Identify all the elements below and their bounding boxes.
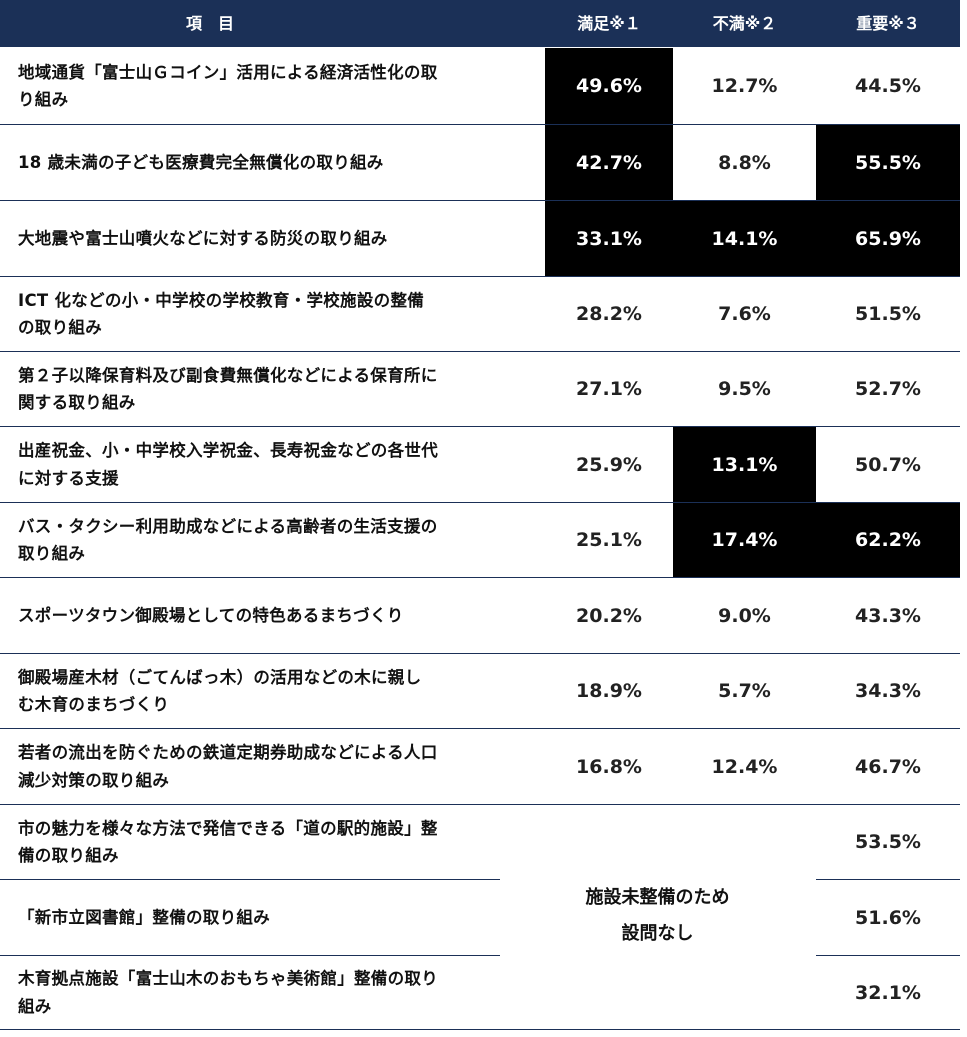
important-cell: 52.7% bbox=[855, 378, 921, 400]
satisfied-cell: 25.1% bbox=[576, 529, 642, 551]
dissatisfied-cell bbox=[673, 956, 816, 1029]
satisfied-cell bbox=[545, 956, 673, 1029]
dissatisfied-cell: 17.4% bbox=[673, 503, 816, 577]
row-separator bbox=[0, 1029, 960, 1030]
satisfied-cell: 20.2% bbox=[576, 604, 642, 627]
row-separator bbox=[0, 351, 960, 352]
header-important: 重要※３ bbox=[856, 14, 920, 33]
no-facility-note-line2: 設問なし bbox=[621, 923, 694, 944]
no-facility-note-line1: 施設未整備のため bbox=[585, 887, 730, 908]
important-cell: 44.5% bbox=[855, 75, 921, 97]
row-label: バス・タクシー利用助成などによる高齢者の生活支援の取り組み bbox=[18, 516, 438, 563]
row-separator bbox=[0, 124, 960, 125]
table-row: 木育拠点施設「富士山木のおもちゃ美術館」整備の取り組み 32.1% bbox=[0, 956, 960, 1029]
dissatisfied-cell: 12.7% bbox=[711, 75, 778, 97]
row-separator bbox=[816, 879, 960, 880]
important-cell: 34.3% bbox=[855, 680, 921, 702]
table-row: 大地震や富士山噴火などに対する防災の取り組み 33.1% 14.1% 65.9% bbox=[0, 201, 960, 276]
dissatisfied-cell: 9.5% bbox=[718, 378, 771, 400]
row-label: 若者の流出を防ぐための鉄道定期券助成などによる人口減少対策の取り組み bbox=[18, 743, 438, 790]
row-separator bbox=[0, 577, 960, 578]
row-label: 「新市立図書館」整備の取り組み bbox=[18, 907, 270, 927]
row-label: 市の魅力を様々な方法で発信できる「道の駅的施設」整備の取り組み bbox=[18, 818, 438, 865]
dissatisfied-cell: 14.1% bbox=[673, 201, 816, 276]
dissatisfied-cell: 8.8% bbox=[718, 151, 771, 174]
row-separator bbox=[0, 653, 960, 654]
row-separator bbox=[0, 426, 960, 427]
row-separator bbox=[0, 276, 960, 277]
dissatisfied-cell: 7.6% bbox=[718, 303, 771, 325]
important-cell: 55.5% bbox=[816, 125, 960, 200]
satisfied-cell: 18.9% bbox=[576, 680, 642, 702]
header-dissatisfied: 不満※２ bbox=[712, 14, 777, 33]
header-satisfied: 満足※１ bbox=[577, 14, 641, 33]
no-facility-note: 施設未整備のため 設問なし bbox=[500, 880, 815, 952]
row-separator bbox=[0, 502, 960, 503]
table-row: 市の魅力を様々な方法で発信できる「道の駅的施設」整備の取り組み 53.5% bbox=[0, 805, 960, 879]
row-separator bbox=[0, 804, 960, 805]
important-cell: 46.7% bbox=[855, 755, 921, 778]
important-cell: 62.2% bbox=[816, 503, 960, 577]
row-label: 御殿場産木材（ごてんばっ木）の活用などの木に親しむ木育のまちづくり bbox=[18, 667, 422, 714]
important-cell: 32.1% bbox=[855, 981, 921, 1004]
satisfied-cell: 49.6% bbox=[545, 48, 673, 124]
table-row: 「新市立図書館」整備の取り組み 51.6% bbox=[0, 880, 960, 955]
row-separator bbox=[816, 955, 960, 956]
satisfied-cell: 42.7% bbox=[545, 125, 673, 200]
table-row: スポーツタウン御殿場としての特色あるまちづくり 20.2% 9.0% 43.3% bbox=[0, 578, 960, 653]
row-label: 18 歳未満の子ども医療費完全無償化の取り組み bbox=[18, 152, 384, 172]
satisfied-cell: 27.1% bbox=[576, 378, 642, 400]
satisfied-cell: 28.2% bbox=[576, 303, 642, 325]
table-row: 御殿場産木材（ごてんばっ木）の活用などの木に親しむ木育のまちづくり 18.9% 5.… bbox=[0, 654, 960, 728]
row-label: 大地震や富士山噴火などに対する防災の取り組み bbox=[18, 228, 388, 248]
satisfied-cell: 25.9% bbox=[576, 453, 642, 476]
dissatisfied-cell bbox=[673, 805, 816, 879]
row-label: 地域通貨「富士山Ｇコイン」活用による経済活性化の取り組み bbox=[18, 62, 438, 109]
table-row: 出産祝金、小・中学校入学祝金、長寿祝金などの各世代に対する支援 25.9% 13.1… bbox=[0, 427, 960, 502]
row-label: 木育拠点施設「富士山木のおもちゃ美術館」整備の取り組み bbox=[18, 969, 438, 1016]
row-separator bbox=[0, 200, 960, 201]
row-separator bbox=[0, 955, 500, 956]
important-cell: 50.7% bbox=[855, 453, 921, 476]
table-row: 若者の流出を防ぐための鉄道定期券助成などによる人口減少対策の取り組み 16.8% 1… bbox=[0, 729, 960, 804]
satisfied-cell: 16.8% bbox=[576, 755, 642, 778]
satisfied-cell bbox=[545, 805, 673, 879]
dissatisfied-cell: 9.0% bbox=[718, 604, 771, 627]
row-separator bbox=[0, 879, 500, 880]
dissatisfied-cell: 12.4% bbox=[711, 755, 778, 778]
table-row: バス・タクシー利用助成などによる高齢者の生活支援の取り組み 25.1% 17.4% 6… bbox=[0, 503, 960, 577]
dissatisfied-cell: 13.1% bbox=[673, 427, 816, 502]
table-row: 地域通貨「富士山Ｇコイン」活用による経済活性化の取り組み 49.6% 12.7% 44… bbox=[0, 48, 960, 124]
important-cell: 43.3% bbox=[855, 604, 921, 627]
table-row: ICT 化などの小・中学校の学校教育・学校施設の整備の取り組み 28.2% 7.6%… bbox=[0, 277, 960, 351]
row-separator bbox=[0, 728, 960, 729]
important-cell: 51.6% bbox=[855, 906, 921, 929]
row-label: 第２子以降保育料及び副食費無償化などによる保育所に関する取り組み bbox=[18, 365, 438, 412]
table-row: 18 歳未満の子ども医療費完全無償化の取り組み 42.7% 8.8% 55.5% bbox=[0, 125, 960, 200]
important-cell: 51.5% bbox=[855, 303, 921, 325]
row-label: 出産祝金、小・中学校入学祝金、長寿祝金などの各世代に対する支援 bbox=[18, 441, 438, 488]
important-cell: 53.5% bbox=[855, 831, 921, 853]
dissatisfied-cell: 5.7% bbox=[718, 680, 771, 702]
row-label: スポーツタウン御殿場としての特色あるまちづくり bbox=[18, 605, 404, 625]
important-cell: 65.9% bbox=[816, 201, 960, 276]
table-row: 第２子以降保育料及び副食費無償化などによる保育所に関する取り組み 27.1% 9.5… bbox=[0, 352, 960, 426]
table-header: 項 目 満足※１ 不満※２ 重要※３ bbox=[0, 0, 960, 47]
satisfied-cell: 33.1% bbox=[545, 201, 673, 276]
row-label: ICT 化などの小・中学校の学校教育・学校施設の整備の取り組み bbox=[18, 290, 425, 337]
header-item: 項 目 bbox=[185, 14, 234, 33]
